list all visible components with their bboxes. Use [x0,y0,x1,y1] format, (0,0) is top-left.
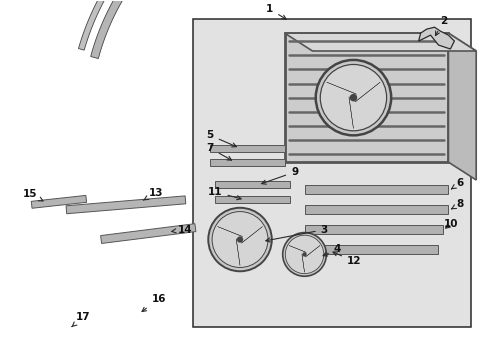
Text: 3: 3 [265,225,327,242]
Text: 1: 1 [265,4,285,19]
Polygon shape [348,97,353,129]
Polygon shape [210,145,284,152]
Text: 7: 7 [206,143,231,160]
Circle shape [282,233,325,276]
Bar [193,19,470,327]
Polygon shape [101,224,196,243]
Polygon shape [447,33,475,180]
Circle shape [285,235,323,274]
Text: 4: 4 [323,244,340,256]
Text: 10: 10 [443,219,458,229]
Circle shape [236,237,243,243]
Polygon shape [78,0,162,50]
Text: 14: 14 [171,225,192,235]
Polygon shape [284,33,475,51]
Polygon shape [288,246,305,252]
Polygon shape [31,195,86,208]
Circle shape [212,212,267,267]
Polygon shape [305,246,319,257]
Polygon shape [236,239,240,266]
Text: 5: 5 [206,130,236,147]
Circle shape [349,94,357,102]
Text: 6: 6 [450,178,463,189]
Polygon shape [304,225,443,234]
Text: 17: 17 [72,312,90,327]
Circle shape [302,252,306,257]
Text: 11: 11 [207,187,241,200]
Polygon shape [217,226,242,237]
Text: 2: 2 [435,16,446,36]
Polygon shape [304,205,447,214]
Text: 15: 15 [22,189,43,201]
Text: 8: 8 [450,199,463,209]
Text: 13: 13 [143,188,163,201]
Text: 12: 12 [332,252,361,266]
Text: 16: 16 [142,294,165,311]
Polygon shape [66,196,185,214]
Polygon shape [304,185,447,194]
Circle shape [315,60,390,135]
Polygon shape [326,82,356,94]
Text: 9: 9 [261,167,298,184]
Polygon shape [302,254,304,272]
Polygon shape [210,159,284,166]
Polygon shape [354,82,380,102]
Polygon shape [215,181,289,188]
Polygon shape [215,196,289,203]
Polygon shape [304,245,438,254]
Polygon shape [418,27,453,49]
Polygon shape [241,226,262,243]
Circle shape [320,64,386,131]
Circle shape [208,208,271,271]
Polygon shape [90,0,175,59]
FancyBboxPatch shape [284,33,447,162]
